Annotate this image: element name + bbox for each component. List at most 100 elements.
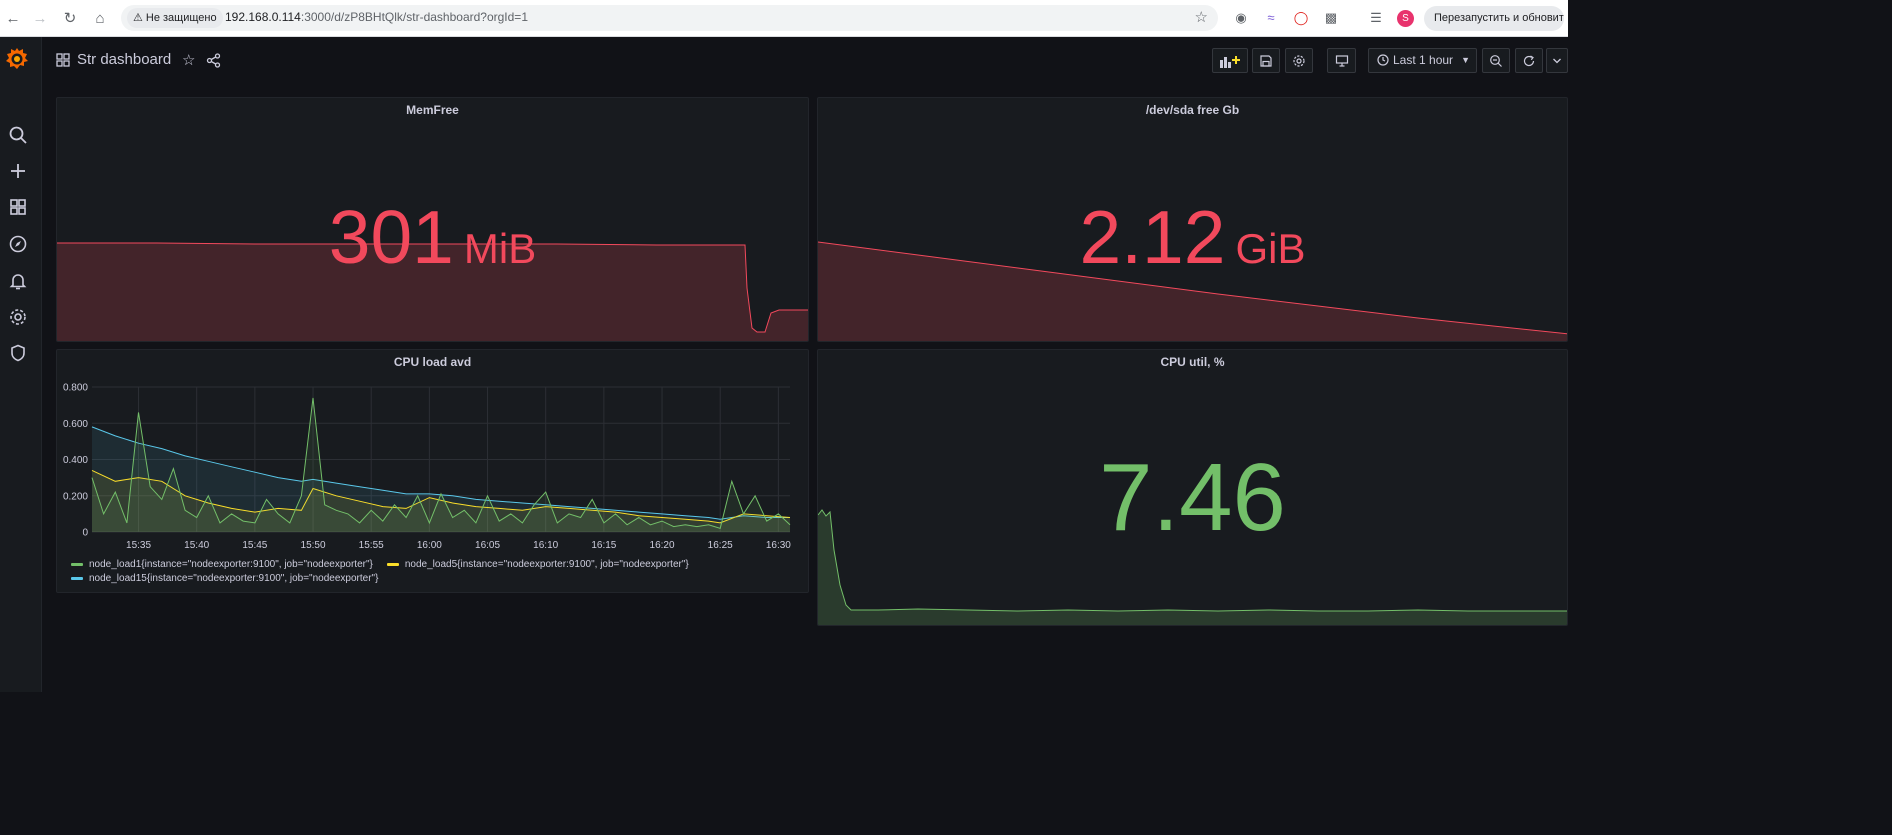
x-tick-label: 15:40 <box>184 540 209 551</box>
zoom-out-button[interactable] <box>1482 48 1510 73</box>
x-tick-label: 16:10 <box>533 540 558 551</box>
series-area <box>92 397 790 532</box>
save-dashboard-button[interactable] <box>1252 48 1280 73</box>
warning-icon: ⚠ <box>133 12 143 24</box>
sda-sparkline <box>818 241 1567 341</box>
settings-gear-icon <box>1293 54 1305 67</box>
x-tick-label: 15:50 <box>301 540 326 551</box>
monitor-icon <box>1335 54 1348 67</box>
home-icon[interactable]: ⌂ <box>95 10 105 27</box>
x-tick-label: 16:05 <box>475 540 500 551</box>
refresh-interval-dropdown[interactable] <box>1546 48 1568 73</box>
forward-icon[interactable]: → <box>32 10 48 27</box>
x-tick-label: 16:15 <box>591 540 616 551</box>
series-line <box>91 397 791 530</box>
security-label: Не защищено <box>145 12 217 24</box>
stat-unit: MiB <box>463 225 537 272</box>
server-admin-shield-icon[interactable] <box>8 343 28 363</box>
x-tick-label: 15:35 <box>126 540 151 551</box>
configuration-gear-icon[interactable] <box>8 307 28 327</box>
bookmark-star-icon[interactable]: ☆ <box>1194 9 1208 26</box>
legend-item[interactable]: node_load1{instance="nodeexporter:9100",… <box>71 559 373 570</box>
security-chip[interactable]: ⚠ Не защищено <box>127 8 223 28</box>
opera-icon[interactable]: ◯ <box>1293 10 1309 25</box>
restart-update-button[interactable]: Перезапустить и обновить <box>1424 6 1564 31</box>
alerting-bell-icon[interactable] <box>8 271 28 291</box>
add-panel-icon <box>1220 55 1240 68</box>
puzzle-icon[interactable]: ▩ <box>1324 10 1338 25</box>
cpu-load-chart[interactable]: 0 0.200 0.400 0.600 0.800 15:35 15:40 15:45 15:5… <box>57 350 809 555</box>
address-bar[interactable]: ⚠ Не защищено 192.168.0.114:3000/d/zP8BHt… <box>121 5 1218 31</box>
panel-title[interactable]: /dev/sda free Gb <box>1145 103 1240 117</box>
memfree-stat-value: 301 MiB <box>57 194 808 280</box>
explore-compass-icon[interactable] <box>8 234 28 254</box>
legend-label: node_load15{instance="nodeexporter:9100"… <box>89 573 379 584</box>
x-tick-label: 16:25 <box>708 540 733 551</box>
cpu-util-sparkline <box>818 509 1567 625</box>
stat-number: 301 <box>328 195 454 279</box>
x-tick-label: 15:55 <box>359 540 384 551</box>
panel-title[interactable]: CPU load avd <box>393 355 472 369</box>
save-icon <box>1260 54 1272 67</box>
cpu-util-panel[interactable]: CPU util, % 7.46 <box>817 349 1568 626</box>
chart-legend: node_load1{instance="nodeexporter:9100",… <box>71 559 791 587</box>
grafana-logo-icon[interactable] <box>5 46 29 72</box>
y-tick-label: 0.600 <box>63 419 88 430</box>
mark-favorite-star-icon[interactable]: ☆ <box>182 52 196 69</box>
sda-free-panel[interactable]: /dev/sda free Gb 2.12 GiB <box>817 97 1568 342</box>
clock-icon <box>1377 54 1389 66</box>
legend-swatch <box>71 562 83 566</box>
chevron-down-icon <box>1553 58 1561 63</box>
x-tick-label: 16:30 <box>766 540 791 551</box>
stat-unit: GiB <box>1235 225 1306 272</box>
browser-toolbar: ← → ↻ ⌂ ⚠ Не защищено 192.168.0.114:3000/… <box>0 0 1568 37</box>
y-tick-label: 0.400 <box>63 455 88 466</box>
add-panel-button[interactable] <box>1212 48 1248 73</box>
sda-stat-value: 2.12 GiB <box>818 194 1567 280</box>
refresh-button[interactable] <box>1515 48 1543 73</box>
refresh-icon <box>1523 54 1535 66</box>
url-path: :3000/d/zP8BHtQlk/str-dashboard?orgId=1 <box>300 10 528 24</box>
time-range-picker[interactable]: Last 1 hour ▼ <box>1368 48 1477 73</box>
cpu-load-panel[interactable]: CPU load avd 0 0.200 0.400 0.600 0.800 15:35 1… <box>56 349 809 593</box>
dashboard-settings-button[interactable] <box>1285 48 1313 73</box>
dashboards-icon[interactable] <box>8 197 28 217</box>
series-area <box>92 470 790 532</box>
x-tick-label: 16:20 <box>650 540 675 551</box>
panel-title[interactable]: MemFree <box>406 103 459 117</box>
stat-number: 7.46 <box>1099 444 1286 551</box>
dashboard-title[interactable]: Str dashboard <box>77 51 172 68</box>
plus-icon[interactable] <box>8 161 28 181</box>
stat-number: 2.12 <box>1079 195 1226 279</box>
memfree-panel[interactable]: MemFree 301 MiB <box>56 97 809 342</box>
extension-icon[interactable]: ◉ <box>1235 10 1247 25</box>
legend-swatch <box>71 576 83 580</box>
y-tick-label: 0.200 <box>63 491 88 502</box>
url-text[interactable]: 192.168.0.114:3000/d/zP8BHtQlk/str-dashb… <box>225 10 528 24</box>
y-tick-label: 0 <box>82 528 88 539</box>
media-queue-icon[interactable]: ☰ <box>1370 10 1382 25</box>
time-range-label: Last 1 hour <box>1393 53 1454 67</box>
profile-avatar[interactable]: S <box>1397 10 1414 27</box>
y-tick-label: 0.800 <box>63 383 88 394</box>
x-tick-label: 15:45 <box>242 540 267 551</box>
legend-item[interactable]: node_load15{instance="nodeexporter:9100"… <box>71 573 378 584</box>
legend-item[interactable]: node_load5{instance="nodeexporter:9100",… <box>386 559 689 570</box>
extension-wave-icon[interactable]: ≈ <box>1267 10 1275 25</box>
search-icon[interactable] <box>8 125 28 145</box>
cpu-util-stat-value: 7.46 <box>818 443 1567 553</box>
panel-title[interactable]: CPU util, % <box>1160 355 1225 369</box>
legend-label: node_load5{instance="nodeexporter:9100",… <box>404 559 689 570</box>
series-area <box>92 426 790 532</box>
url-host: 192.168.0.114 <box>225 10 301 24</box>
side-menu <box>0 37 42 692</box>
back-icon[interactable]: ← <box>5 10 21 27</box>
chevron-down-icon: ▼ <box>1461 55 1470 65</box>
dashboard-header: Str dashboard ☆ Last 1 hour ▼ <box>42 37 1568 92</box>
cycle-view-mode-button[interactable] <box>1327 48 1356 73</box>
reload-icon[interactable]: ↻ <box>63 10 77 27</box>
legend-label: node_load1{instance="nodeexporter:9100",… <box>89 559 373 570</box>
share-icon[interactable] <box>206 53 221 68</box>
dashboard-grid-icon <box>56 53 70 67</box>
zoom-out-icon <box>1490 54 1502 67</box>
